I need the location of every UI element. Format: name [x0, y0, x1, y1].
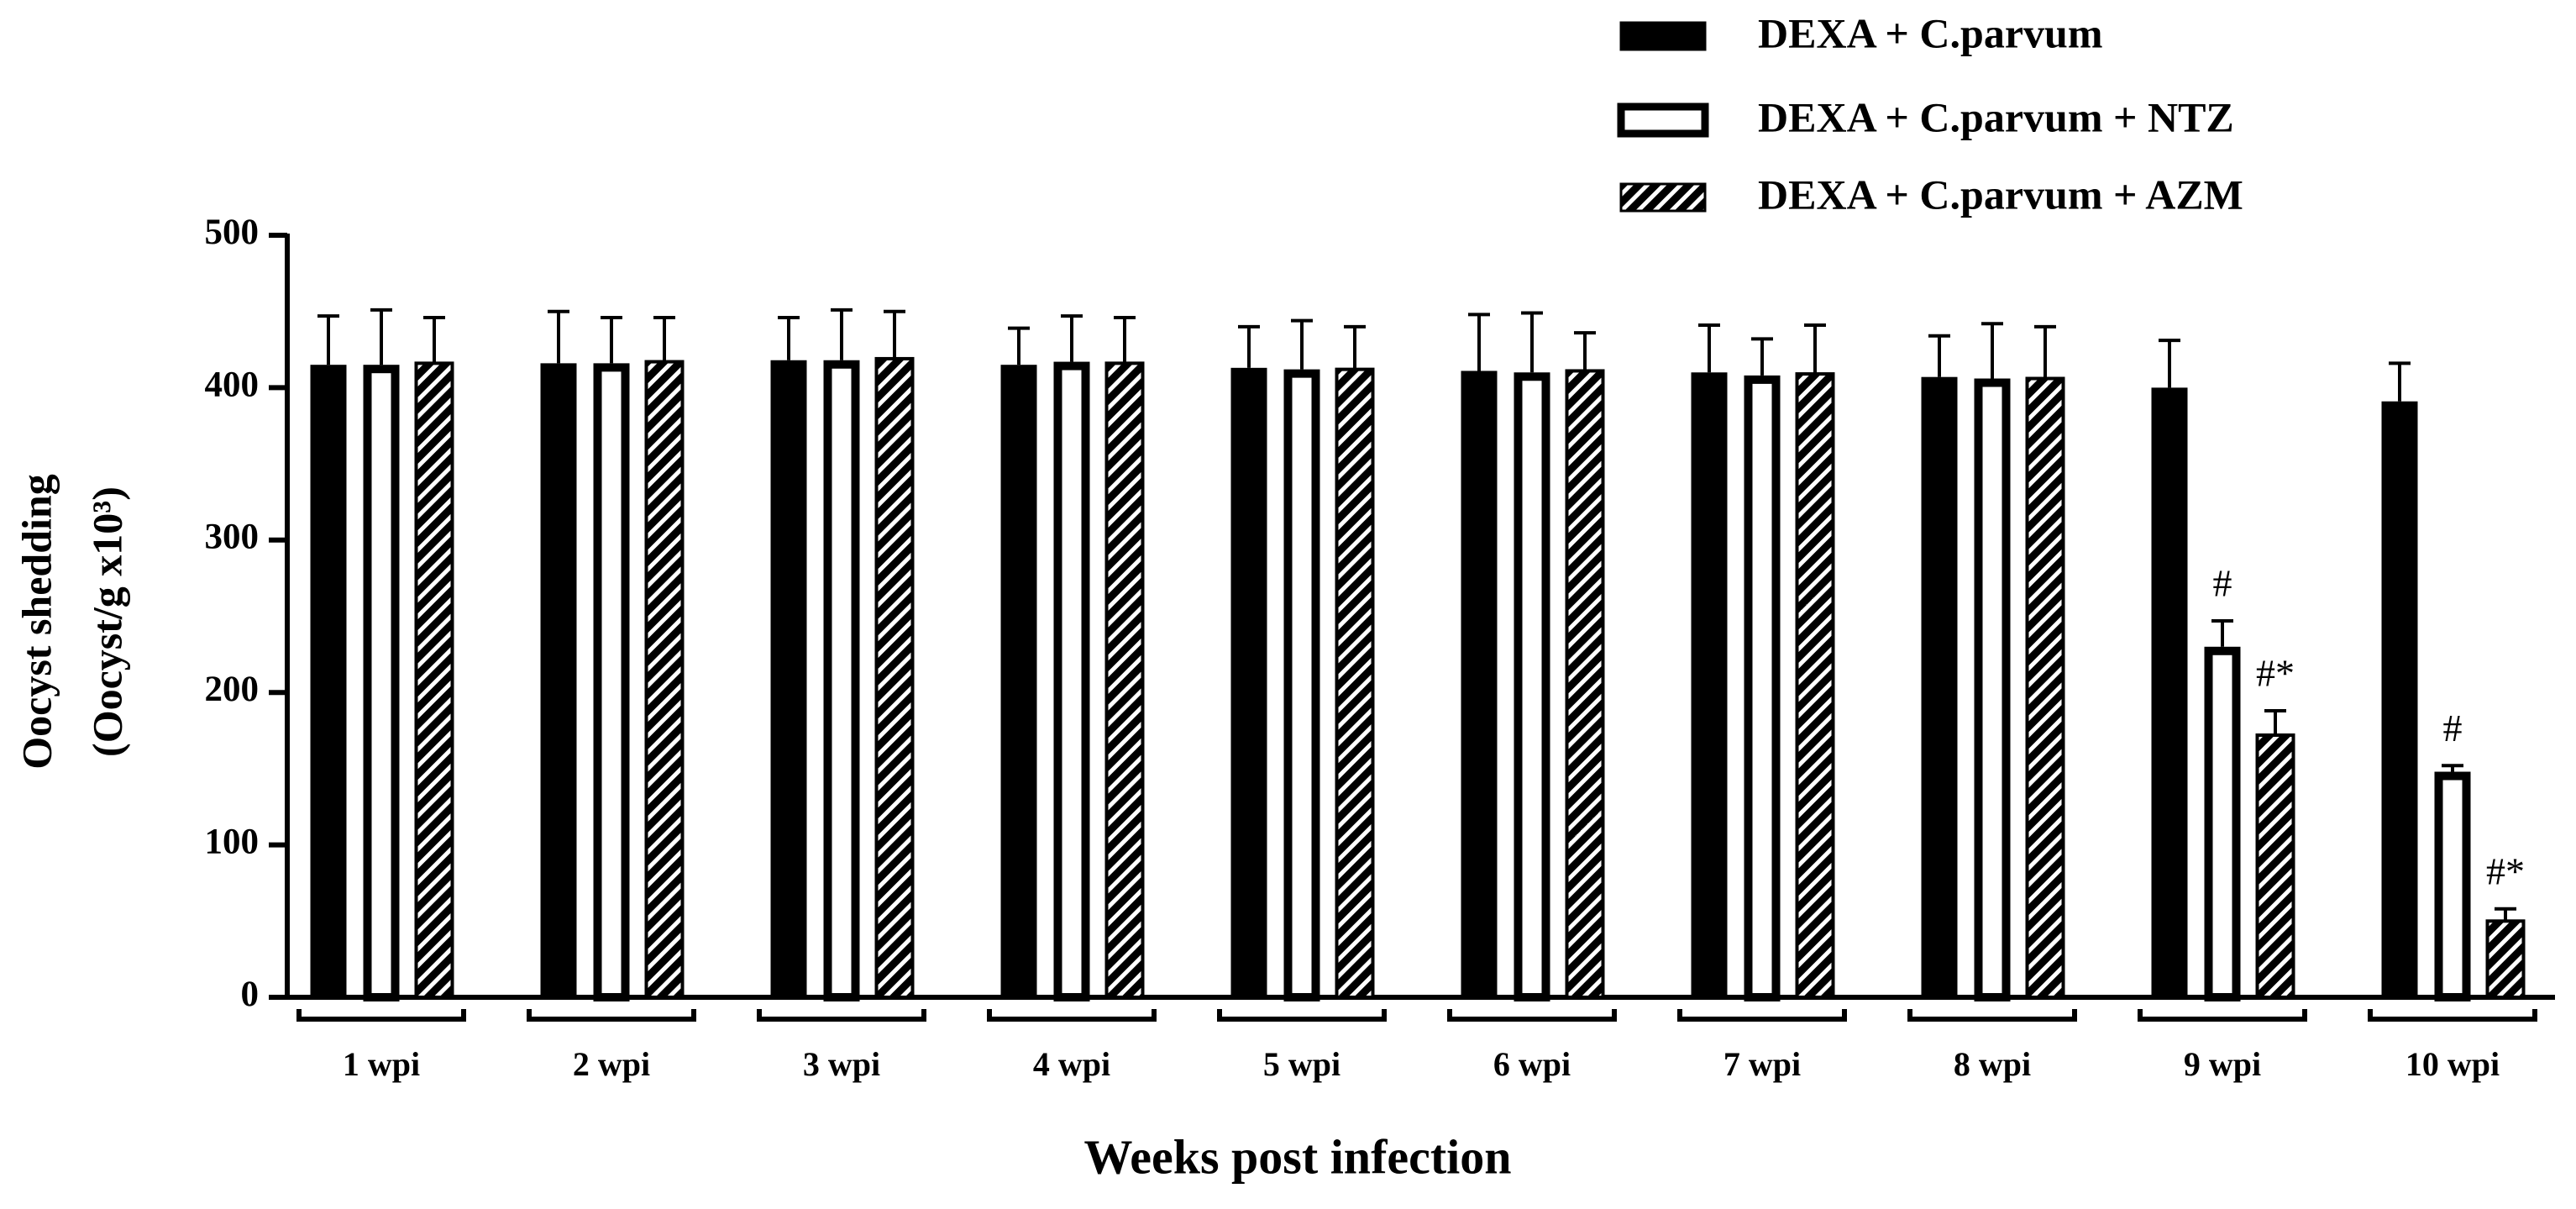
bar	[540, 363, 577, 998]
x-tick-label: 1 wpi	[343, 1045, 420, 1083]
x-tick-label: 6 wpi	[1493, 1045, 1571, 1083]
x-tick-label: 5 wpi	[1263, 1045, 1340, 1083]
y-tick-label: 400	[205, 365, 260, 404]
bar	[1335, 367, 1375, 999]
bar	[2204, 646, 2241, 1002]
y-tick-label: 500	[205, 213, 260, 252]
group-bracket	[1907, 1009, 2077, 1022]
bar	[593, 363, 630, 1002]
bar	[644, 360, 685, 999]
y-tick-label: 0	[241, 975, 260, 1014]
bar	[363, 365, 400, 1001]
group-bracket	[2368, 1009, 2537, 1022]
group-bracket	[987, 1009, 1157, 1022]
legend-label: DEXA + C.parvum	[1758, 9, 2102, 56]
significance-label: #*	[2256, 652, 2295, 695]
legend-label: DEXA + C.parvum + AZM	[1758, 171, 2243, 218]
bar	[1053, 361, 1090, 1001]
bar	[2485, 919, 2526, 1000]
group-bracket	[1217, 1009, 1387, 1022]
group-bracket	[1677, 1009, 1847, 1022]
x-tick-label: 4 wpi	[1033, 1045, 1110, 1083]
group-bracket	[296, 1009, 466, 1022]
bar	[1691, 372, 1728, 997]
legend-swatch	[1619, 182, 1707, 213]
x-tick-label: 7 wpi	[1723, 1045, 1801, 1083]
x-tick-label: 8 wpi	[1954, 1045, 2031, 1083]
x-tick-label: 10 wpi	[2405, 1045, 2500, 1083]
bar	[770, 360, 807, 997]
bar	[1565, 369, 1605, 1000]
bar	[1921, 376, 1958, 997]
bar	[823, 360, 860, 1001]
y-axis-title: (Oocyst/g x10³)	[83, 486, 130, 757]
bar	[414, 361, 454, 1000]
x-tick-label: 9 wpi	[2184, 1045, 2261, 1083]
x-tick-label: 3 wpi	[803, 1045, 880, 1083]
x-tick-label: 2 wpi	[573, 1045, 650, 1083]
legend-swatch	[1619, 21, 1707, 51]
group-bracket	[2138, 1009, 2307, 1022]
y-tick-label: 200	[205, 670, 260, 709]
bar	[310, 365, 347, 997]
x-axis-title: Weeks post infection	[1083, 1129, 1511, 1184]
bar	[1230, 367, 1267, 997]
bar	[2434, 771, 2471, 1001]
bar	[1283, 369, 1320, 1001]
group-bracket	[1447, 1009, 1617, 1022]
bar	[1795, 372, 1835, 1000]
legend-label: DEXA + C.parvum + NTZ	[1758, 93, 2234, 140]
bar	[2381, 401, 2418, 997]
bar	[1000, 365, 1037, 997]
bar	[874, 356, 915, 999]
y-tick-label: 300	[205, 518, 260, 557]
bar	[1461, 371, 1498, 997]
bar	[1514, 372, 1550, 1001]
y-tick-label: 100	[205, 822, 260, 861]
significance-label: #	[2213, 562, 2232, 605]
group-bracket	[527, 1009, 696, 1022]
bar	[2025, 376, 2065, 999]
significance-label: #*	[2486, 849, 2525, 892]
legend-swatch	[1617, 103, 1709, 138]
bar	[2151, 387, 2188, 997]
group-bracket	[757, 1009, 926, 1022]
significance-label: #	[2443, 707, 2463, 749]
bar	[2255, 733, 2295, 999]
y-axis-title: Oocyst shedding	[13, 474, 60, 769]
bar	[1104, 361, 1145, 1000]
bar	[1974, 378, 2011, 1001]
bar	[1744, 375, 1781, 1001]
